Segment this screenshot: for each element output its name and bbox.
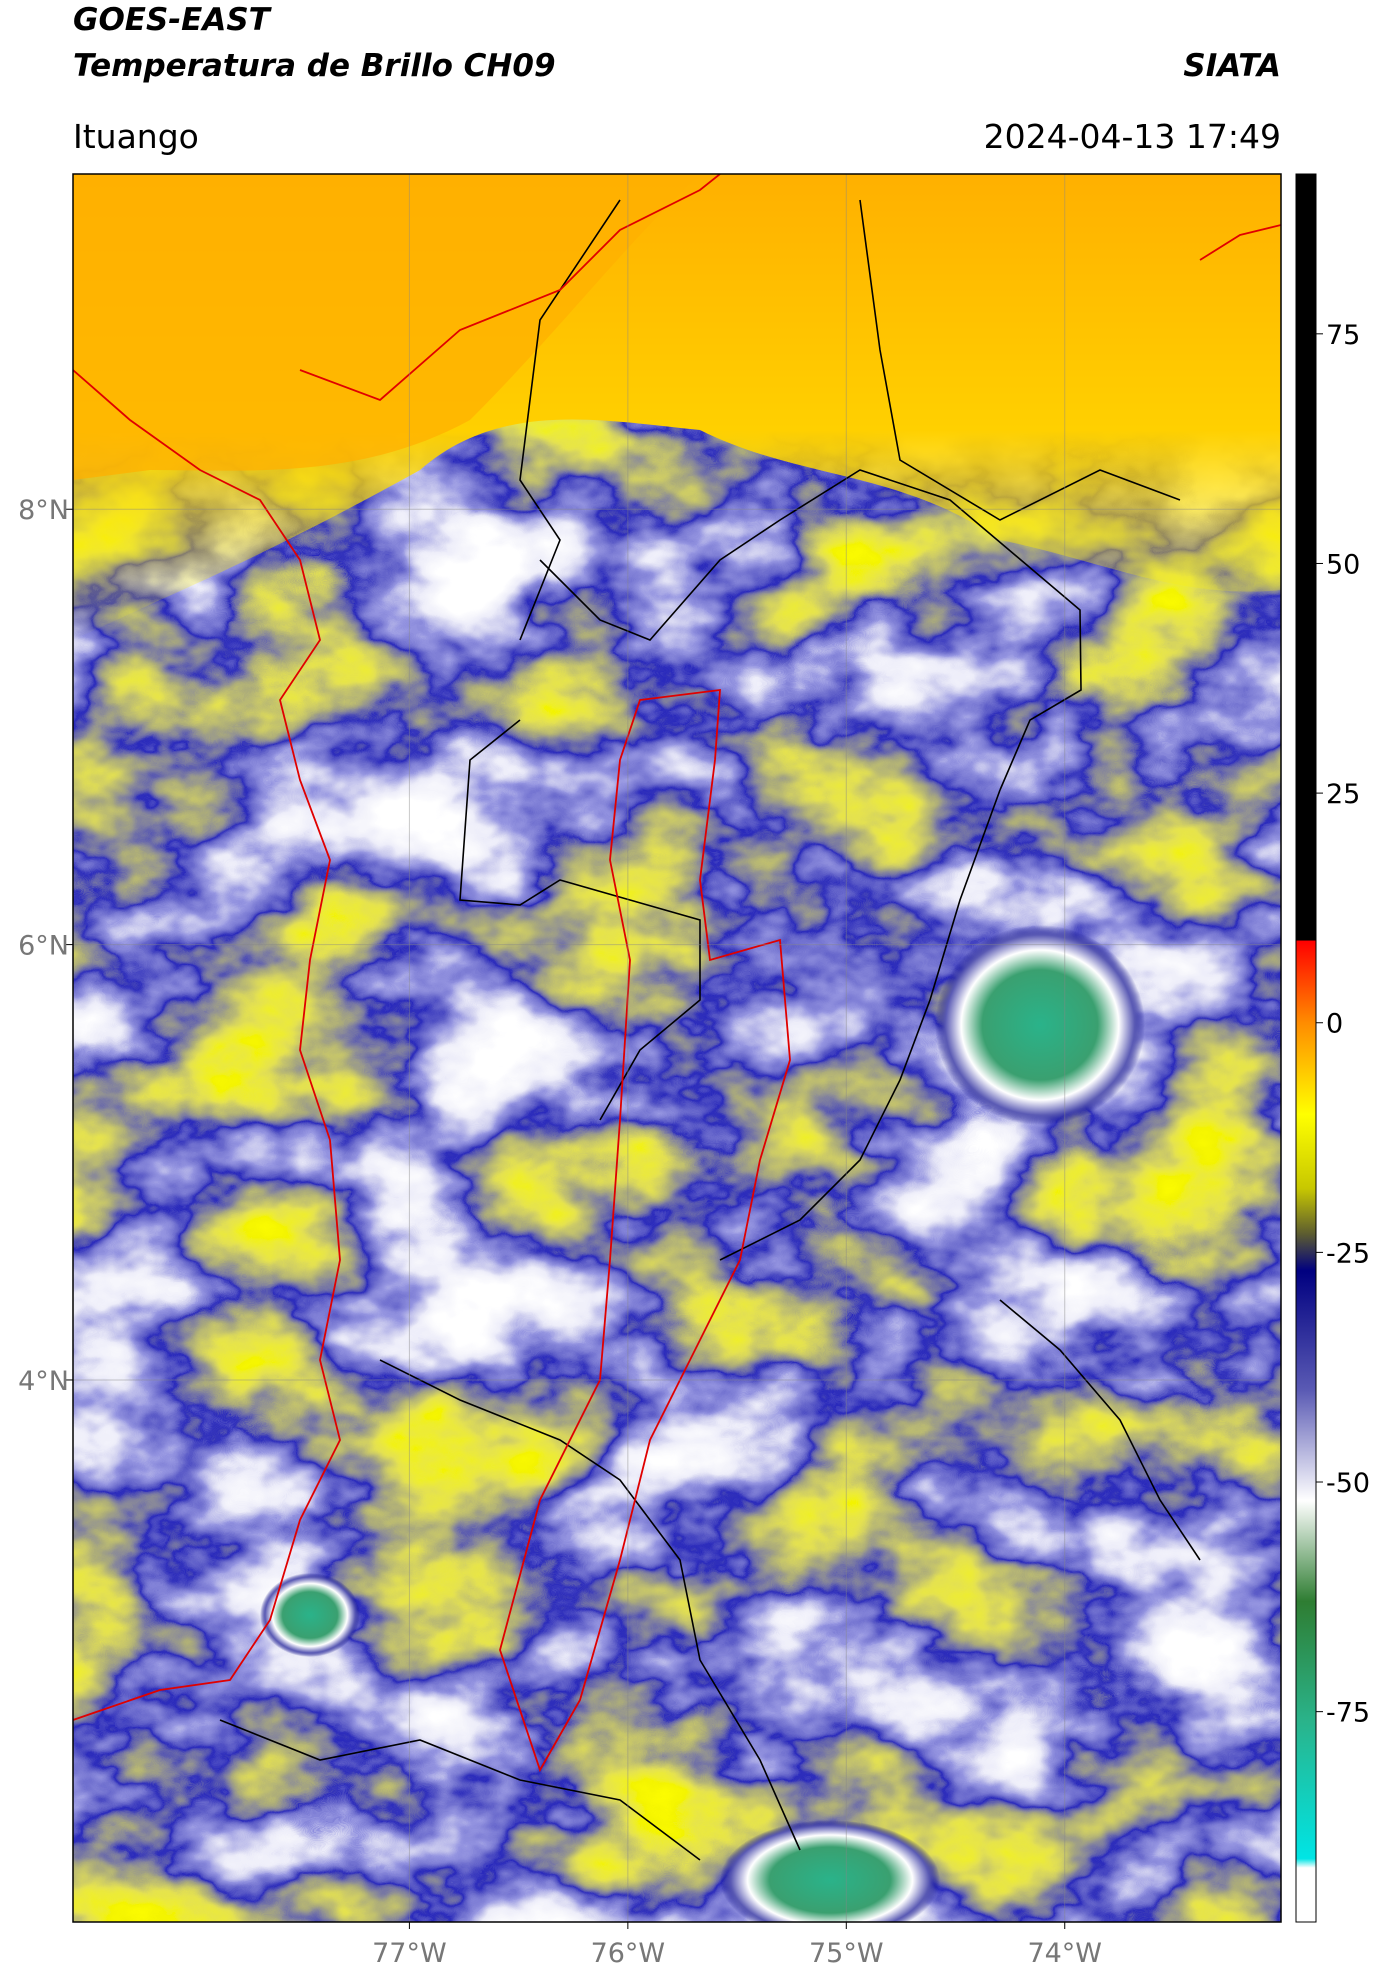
department-boundary [73,174,1281,1773]
borders [219,199,1201,1861]
x-tick-label: 75°W [809,1938,884,1969]
x-tick-label: 77°W [372,1938,447,1969]
colorbar-tick-label: 50 [1326,549,1360,580]
convective-cell [720,1820,940,1922]
colorbar-ticks: 75 50 25 0 -25 -50 -75 [1316,320,1370,1729]
colorbar-tick-label: 75 [1326,320,1360,351]
x-tick-label: 74°W [1027,1938,1102,1969]
colorbar-tick-label: -75 [1326,1698,1370,1729]
convective-cell [260,1573,360,1657]
sea-region [73,174,700,480]
y-tick-label: 6°N [18,931,69,962]
colorbar [1295,173,1317,1923]
x-tick-label: 76°W [591,1938,666,1969]
title: GOES-EAST [73,2,273,38]
location: Ituango [73,117,199,156]
y-tick-label: 4°N [18,1366,69,1397]
grid [73,174,1281,1922]
map [73,174,1281,1922]
colorbar-tick-label: -25 [1326,1238,1370,1269]
colorbar-tick-label: -50 [1326,1468,1370,1499]
axes: 77°W 76°W 75°W 74°W 8°N 6°N 4°N [18,495,1102,1969]
source: SIATA [1183,48,1281,84]
convective-cell [935,925,1145,1125]
map-frame [72,173,1282,1923]
subtitle: Temperatura de Brillo CH09 [73,48,556,84]
colorbar-tick-label: 25 [1326,779,1360,810]
timestamp: 2024-04-13 17:49 [984,117,1281,156]
colorbar-tick-label: 0 [1326,1009,1343,1040]
y-tick-label: 8°N [18,495,69,526]
